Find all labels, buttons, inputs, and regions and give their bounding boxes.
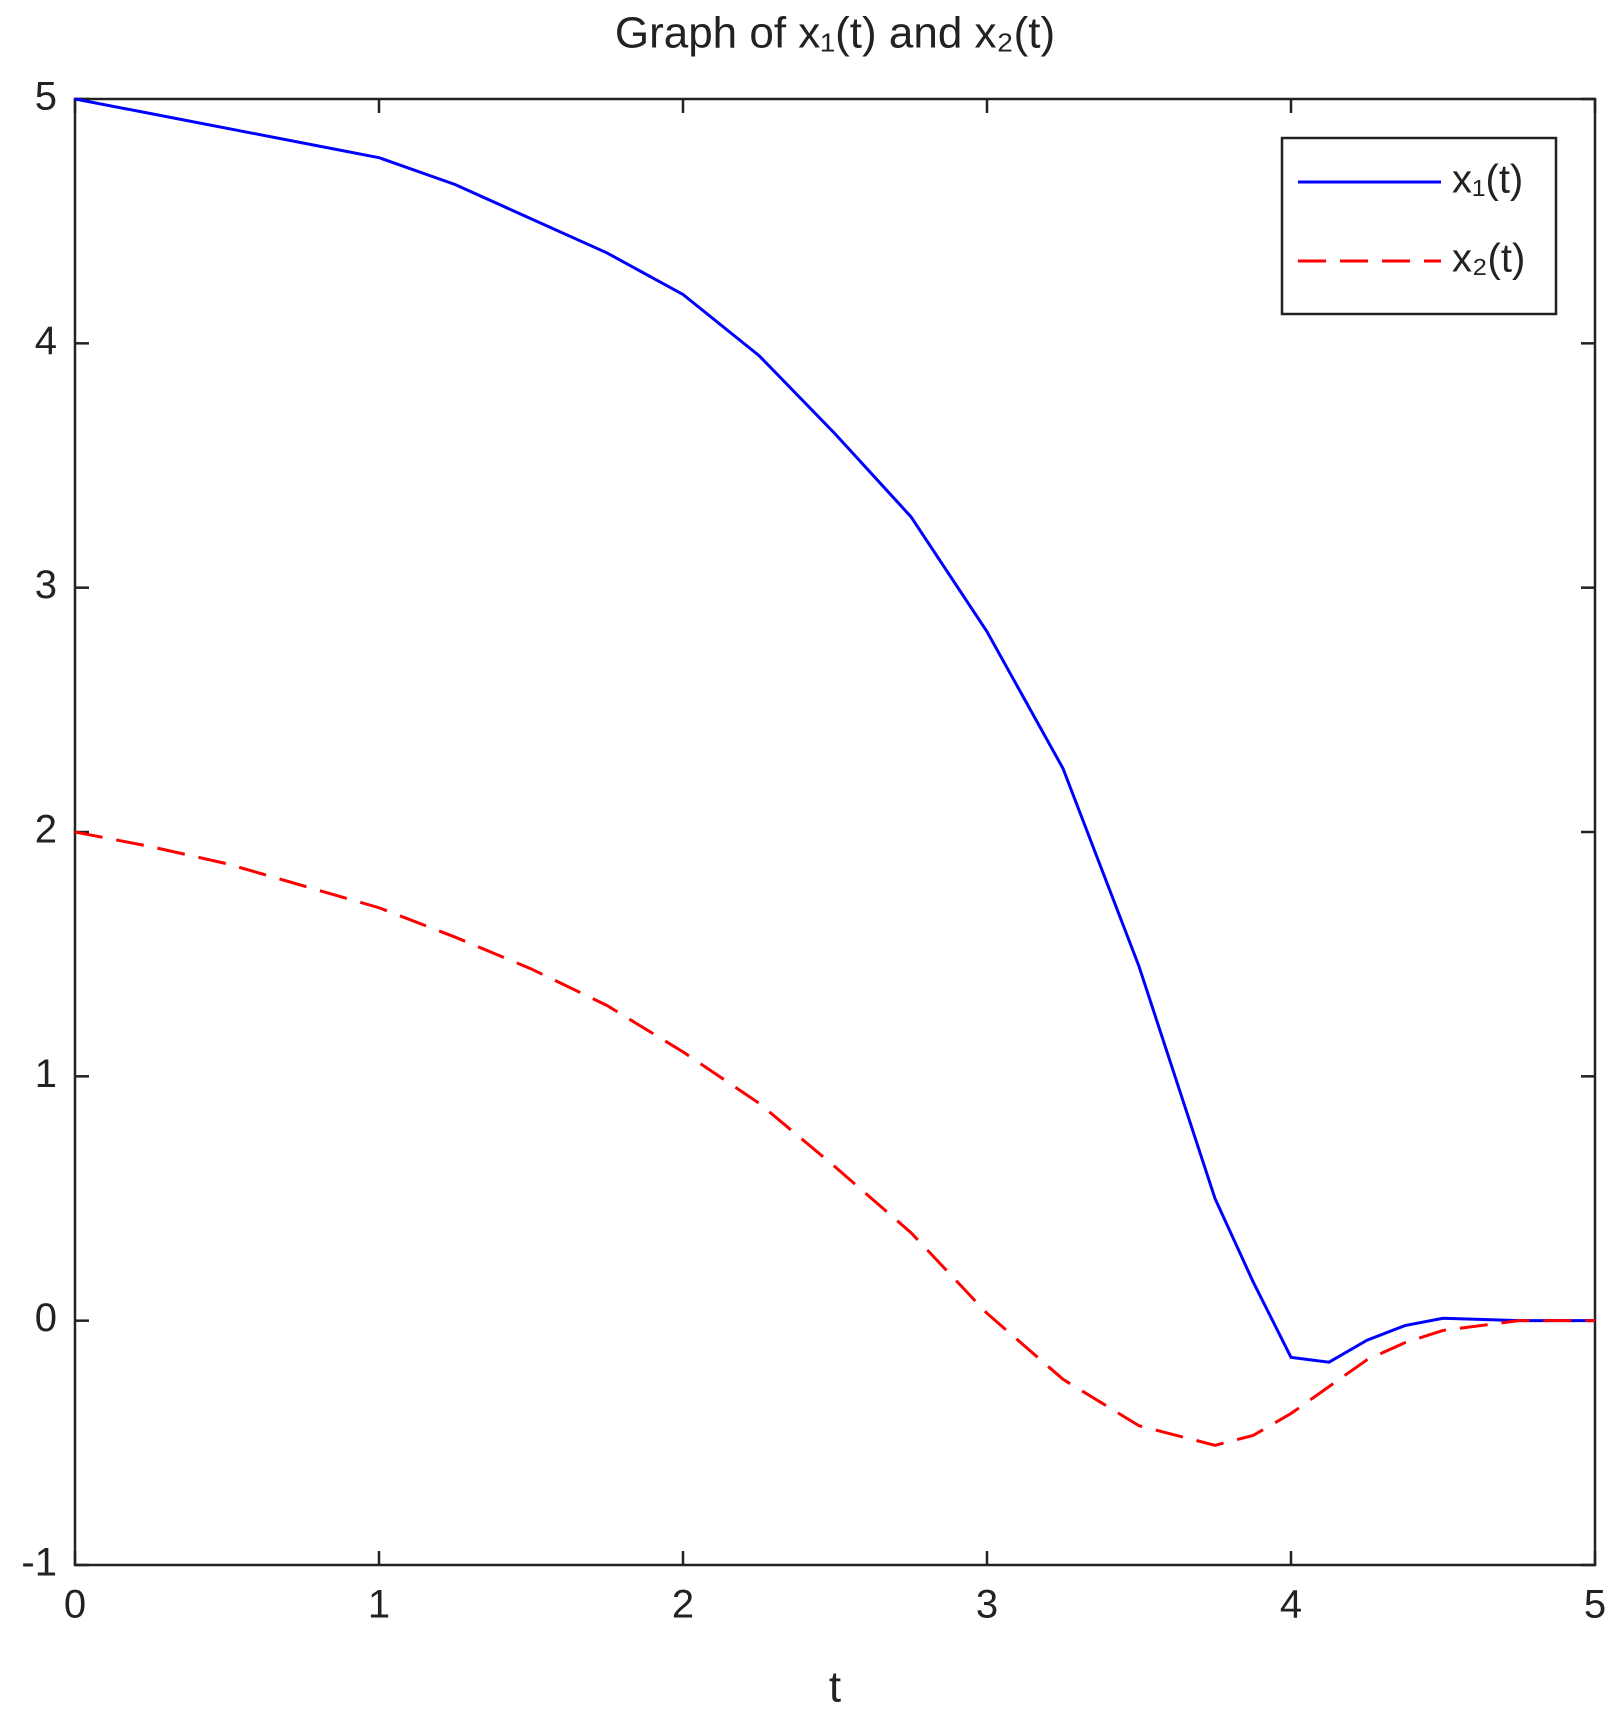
x-tick-label: 1 bbox=[368, 1583, 390, 1627]
x-axis-label: t bbox=[829, 1663, 841, 1712]
y-tick-label: -1 bbox=[21, 1541, 57, 1585]
y-tick-label: 5 bbox=[35, 75, 57, 119]
y-tick-label: 2 bbox=[35, 808, 57, 852]
x-tick-label: 0 bbox=[64, 1583, 86, 1627]
line-series bbox=[74, 97, 1595, 1364]
x-tick-label: 3 bbox=[976, 1583, 998, 1627]
x-tick-label: 2 bbox=[672, 1583, 694, 1627]
x-tick-label: 5 bbox=[1584, 1583, 1606, 1627]
y-tick-label: 0 bbox=[35, 1296, 57, 1340]
x-tick-label: 4 bbox=[1280, 1583, 1302, 1627]
legend-label: x₁(t) bbox=[1452, 158, 1523, 202]
chart-title: Graph of x₁(t) and x₂(t) bbox=[615, 9, 1055, 58]
legend-box bbox=[1280, 136, 1558, 316]
plot-area bbox=[73, 97, 1597, 1567]
line-series bbox=[74, 830, 1595, 1447]
y-tick-label: 4 bbox=[35, 319, 57, 363]
y-tick-label: 1 bbox=[35, 1052, 57, 1096]
legend-label: x₂(t) bbox=[1452, 237, 1525, 281]
y-tick-label: 3 bbox=[35, 563, 57, 607]
